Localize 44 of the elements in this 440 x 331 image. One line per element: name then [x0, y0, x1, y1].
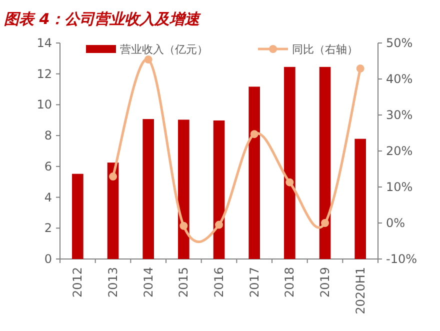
x-tick-label: 2013 [106, 267, 120, 298]
bar [354, 138, 366, 259]
y-tick-label: 2 [44, 221, 52, 236]
y2-tick-label: 50% [386, 36, 413, 50]
point [144, 56, 152, 64]
y-tick-label: 4 [44, 190, 52, 204]
legend-label: 营业收入（亿元） [120, 43, 208, 56]
x-tick-label: 2018 [282, 267, 297, 298]
x-tick-label: 2020H1 [353, 267, 368, 314]
x-tick-label: 2015 [176, 267, 191, 298]
bar [248, 86, 260, 259]
bar [142, 119, 154, 259]
x-tick-label: 2012 [70, 267, 85, 298]
point [109, 172, 117, 181]
y-tick-label: 8 [44, 128, 52, 143]
y-tick-label: 14 [36, 36, 52, 50]
bar [319, 66, 331, 259]
point [286, 178, 294, 186]
x-tick-label: 2017 [247, 267, 262, 298]
bar [178, 120, 190, 259]
point [180, 222, 188, 230]
y-tick-label: 6 [44, 159, 52, 174]
y2-tick-label: 30% [386, 108, 413, 122]
bar [72, 174, 84, 259]
x-tick-label: 2019 [318, 267, 332, 298]
point [356, 64, 364, 73]
point [250, 130, 258, 138]
point [321, 219, 329, 227]
y2-tick-label: 0% [386, 216, 406, 230]
y-tick-label: 12 [36, 66, 52, 81]
y2-tick-label: 40% [386, 72, 413, 86]
title: 图表 4：公司营业收入及增速 [4, 10, 200, 28]
x-tick-label: 2014 [141, 267, 156, 298]
y2-tick-label: 10% [386, 180, 413, 194]
point [215, 220, 223, 229]
x-tick-label: 2016 [212, 267, 226, 298]
bar [284, 66, 296, 259]
y-tick-label: 10 [36, 98, 52, 112]
y2-tick-label: 20% [386, 144, 413, 158]
legend-label: 同比（右轴） [292, 43, 358, 56]
y-tick-label: 0 [44, 252, 52, 266]
bar [213, 120, 225, 259]
y2-tick-label: -10% [386, 252, 418, 266]
bar [107, 162, 119, 259]
